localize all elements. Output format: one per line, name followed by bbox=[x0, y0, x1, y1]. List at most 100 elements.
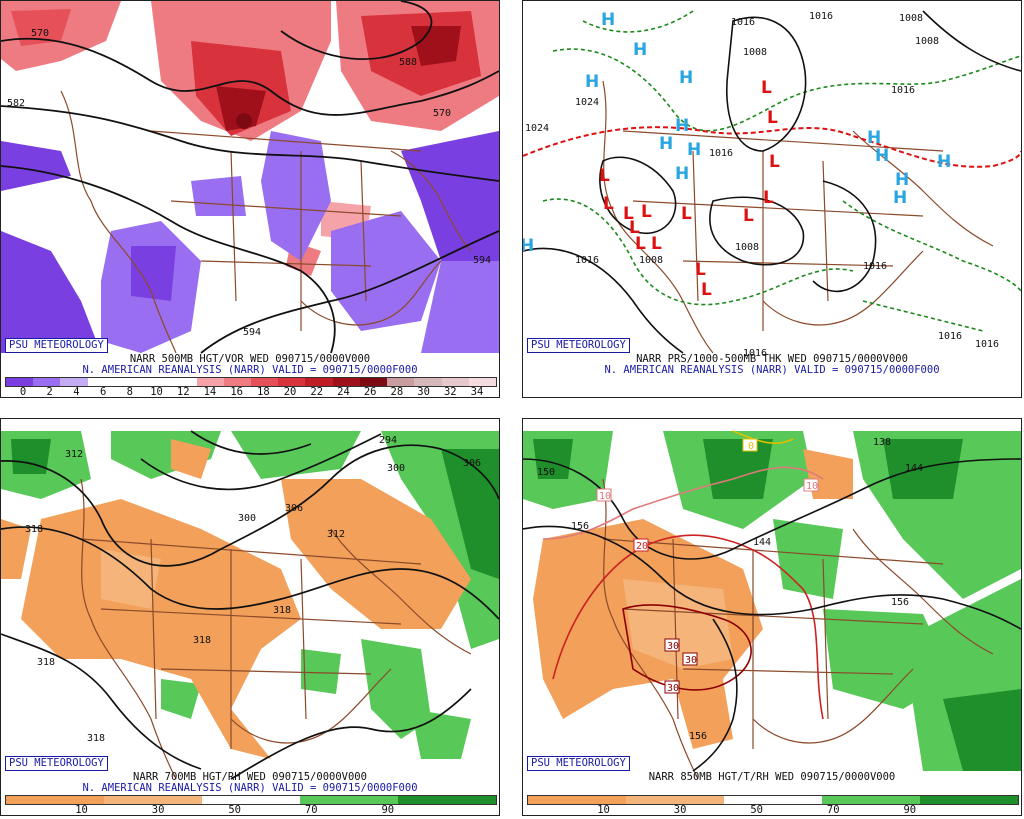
low-pressure-marker: L bbox=[761, 78, 772, 98]
map-700mb: 312 318 300 306 312 294 306 300 318 318 … bbox=[1, 430, 499, 780]
isotherm-label: 30 bbox=[685, 655, 697, 666]
psu-meteorology-badge: PSU METEOROLOGY bbox=[527, 756, 630, 771]
colorbar-tick: 32 bbox=[443, 386, 457, 398]
panel-subtitle: N. AMERICAN REANALYSIS (NARR) VALID = 09… bbox=[604, 364, 940, 376]
high-pressure-marker: H bbox=[867, 128, 881, 148]
panel-pressure-thickness: 1024 1024 1016 1008 1016 1008 1016 1008 … bbox=[522, 0, 1022, 398]
rh-colorbar bbox=[527, 795, 1019, 805]
colorbar-tick: 4 bbox=[73, 386, 80, 398]
isobar-label: 1008 bbox=[743, 47, 767, 58]
colorbar-tick: 70 bbox=[304, 804, 318, 816]
isobar-label: 1016 bbox=[709, 148, 733, 159]
contour-label: 570 bbox=[31, 28, 49, 39]
map-850mb: 10 10 20 30 30 30 0 150 156 144 138 144 … bbox=[523, 430, 1021, 780]
colorbar-tick: 90 bbox=[381, 804, 395, 816]
panel-subtitle: N. AMERICAN REANALYSIS (NARR) VALID = 09… bbox=[82, 782, 418, 794]
low-pressure-marker: L bbox=[701, 280, 712, 300]
isobar-label: 1024 bbox=[575, 97, 599, 108]
panel-title: NARR 500MB HGT/VOR WED 090715/0000V000 bbox=[129, 353, 371, 365]
contour-label: 300 bbox=[387, 463, 405, 474]
low-pressure-marker: L bbox=[743, 206, 754, 226]
contour-label: 306 bbox=[463, 458, 481, 469]
colorbar-tick: 18 bbox=[257, 386, 270, 398]
high-pressure-marker: H bbox=[659, 134, 673, 154]
high-pressure-marker: H bbox=[585, 72, 599, 92]
colorbar-tick: 30 bbox=[417, 386, 430, 398]
low-pressure-marker: L bbox=[695, 260, 706, 280]
low-pressure-marker: L bbox=[769, 152, 780, 172]
colorbar-tick: 70 bbox=[826, 804, 840, 816]
panel-title: NARR 850MB HGT/T/RH WED 090715/0000V000 bbox=[648, 771, 896, 783]
panel-850mb-temp-rh: 10 10 20 30 30 30 0 150 156 144 138 144 … bbox=[522, 418, 1022, 816]
colorbar-tick: 8 bbox=[126, 386, 133, 398]
rh-colorbar bbox=[5, 795, 497, 805]
isobar-label: 1016 bbox=[975, 339, 999, 350]
colorbar-tick: 26 bbox=[363, 386, 377, 398]
contour-label: 594 bbox=[243, 327, 261, 338]
high-pressure-marker: H bbox=[937, 152, 951, 172]
contour-label: 156 bbox=[689, 731, 707, 742]
colorbar-tick: 50 bbox=[228, 804, 242, 816]
contour-label: 570 bbox=[433, 108, 451, 119]
contour-label: 312 bbox=[65, 449, 83, 460]
panel-500mb-vorticity: 570 582 588 570 594 594 PSU METEOROLOGY … bbox=[0, 0, 500, 398]
low-pressure-marker: L bbox=[641, 202, 652, 222]
low-pressure-marker: L bbox=[651, 234, 662, 254]
isobar-label: 1016 bbox=[743, 348, 767, 359]
colorbar-tick: 24 bbox=[337, 386, 350, 398]
contour-label: 156 bbox=[891, 597, 909, 608]
colorbar-tick: 10 bbox=[150, 386, 163, 398]
colorbar-tick: 10 bbox=[597, 804, 610, 816]
isobar-label: 1008 bbox=[915, 36, 939, 47]
isotherm-label: 20 bbox=[636, 541, 648, 552]
contour-label: 594 bbox=[473, 255, 491, 266]
colorbar-tick: 30 bbox=[151, 804, 165, 816]
colorbar-tick: 34 bbox=[470, 386, 484, 398]
panel-subtitle: N. AMERICAN REANALYSIS (NARR) VALID = 09… bbox=[82, 364, 418, 376]
contour-label: 312 bbox=[327, 529, 345, 540]
colorbar-tick: 22 bbox=[310, 386, 324, 398]
isotherm-label: 10 bbox=[599, 491, 611, 502]
high-pressure-marker: H bbox=[895, 170, 909, 190]
contour-label: 318 bbox=[193, 635, 211, 646]
low-pressure-marker: L bbox=[767, 108, 778, 128]
isobar-label: 1008 bbox=[899, 13, 923, 24]
contour-label: 144 bbox=[905, 463, 923, 474]
high-pressure-marker: H bbox=[679, 68, 693, 88]
high-pressure-marker: H bbox=[675, 164, 689, 184]
colorbar-tick: 28 bbox=[390, 386, 404, 398]
colorbar-tick: 14 bbox=[203, 386, 217, 398]
high-pressure-marker: H bbox=[893, 188, 907, 208]
low-pressure-marker: L bbox=[763, 188, 774, 208]
low-pressure-marker: L bbox=[681, 204, 692, 224]
colorbar-tick: 6 bbox=[99, 386, 107, 398]
isobar-label: 1008 bbox=[639, 255, 663, 266]
colorbar-tick: 30 bbox=[673, 804, 687, 816]
isobar-label: 1016 bbox=[575, 255, 599, 266]
colorbar-tick: 10 bbox=[75, 804, 88, 816]
contour-label: 582 bbox=[7, 98, 25, 109]
high-pressure-marker: H bbox=[675, 116, 689, 136]
vorticity-colorbar-ticks: 0 2 4 6 8 10 12 14 16 18 20 22 24 26 28 30 32 34 bbox=[5, 386, 495, 398]
rh-colorbar-ticks: 10 30 50 70 90 bbox=[5, 804, 495, 816]
contour-label: 144 bbox=[753, 537, 771, 548]
contour-label: 588 bbox=[399, 57, 417, 68]
high-pressure-marker: H bbox=[523, 236, 534, 256]
isotherm-label: 30 bbox=[667, 683, 679, 694]
panel-title: NARR PRS/1000-500MB THK WED 090715/0000V… bbox=[636, 353, 908, 365]
colorbar-tick: 2 bbox=[46, 386, 53, 398]
low-pressure-marker: L bbox=[603, 194, 614, 214]
low-pressure-marker: L bbox=[629, 218, 640, 238]
isobar-label: 1016 bbox=[891, 85, 915, 96]
temp-labels: 10 10 20 30 30 30 0 bbox=[596, 438, 819, 694]
isobar-label: 1016 bbox=[863, 261, 887, 272]
vorticity-colorbar bbox=[5, 377, 497, 387]
panel-700mb-rh: 312 318 300 306 312 294 306 300 318 318 … bbox=[0, 418, 500, 816]
colorbar-tick: 20 bbox=[283, 386, 297, 398]
rh-colorbar-ticks: 10 30 50 70 90 bbox=[527, 804, 1017, 816]
high-pressure-marker: H bbox=[601, 10, 615, 30]
isobar-label: 1016 bbox=[731, 17, 755, 28]
colorbar-tick: 90 bbox=[903, 804, 917, 816]
contour-label: 318 bbox=[37, 657, 55, 668]
contour-label: 306 bbox=[285, 503, 303, 514]
